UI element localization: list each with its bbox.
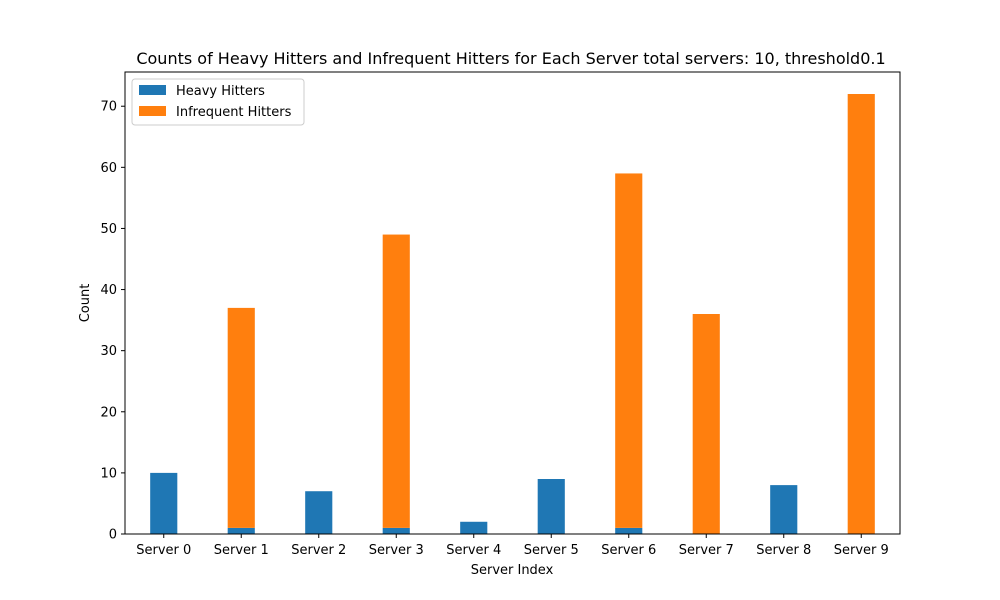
y-axis-label: Count bbox=[78, 284, 93, 323]
chart-title: Counts of Heavy Hitters and Infrequent H… bbox=[136, 49, 885, 68]
x-tick-label-server-9: Server 9 bbox=[834, 543, 889, 558]
bar-heavy-hitters-server-4 bbox=[460, 521, 488, 534]
y-tick-label: 20 bbox=[100, 405, 117, 420]
bar-heavy-hitters-server-2 bbox=[305, 491, 333, 534]
legend-label-heavy-hitters: Heavy Hitters bbox=[176, 84, 265, 99]
x-tick-label-server-6: Server 6 bbox=[601, 543, 656, 558]
bar-heavy-hitters-server-1 bbox=[227, 527, 255, 534]
y-tick-label: 70 bbox=[100, 100, 117, 115]
bar-infrequent-hitters-server-9 bbox=[847, 94, 875, 534]
x-tick-label-server-1: Server 1 bbox=[214, 543, 269, 558]
bar-infrequent-hitters-server-6 bbox=[615, 173, 643, 528]
y-tick-label: 60 bbox=[100, 161, 117, 176]
y-axis: 0 10 20 30 40 50 60 70 bbox=[100, 100, 125, 543]
x-axis-label: Server Index bbox=[471, 563, 554, 578]
plot-frame bbox=[124, 71, 901, 535]
y-tick-label: 0 bbox=[109, 528, 117, 543]
y-tick-label: 10 bbox=[100, 466, 117, 481]
bar-infrequent-hitters-server-1 bbox=[227, 307, 255, 528]
x-tick-label-server-3: Server 3 bbox=[369, 543, 424, 558]
x-tick-label-server-0: Server 0 bbox=[136, 543, 191, 558]
legend: Heavy Hitters Infrequent Hitters bbox=[131, 78, 305, 126]
x-tick-label-server-5: Server 5 bbox=[524, 543, 579, 558]
bar-infrequent-hitters-server-3 bbox=[382, 234, 410, 528]
y-tick-label: 40 bbox=[100, 283, 117, 298]
bars bbox=[150, 94, 875, 534]
bar-heavy-hitters-server-5 bbox=[537, 479, 565, 534]
bar-heavy-hitters-server-8 bbox=[770, 485, 798, 534]
x-axis: Server 0 Server 1 Server 2 Server 3 Server 4… bbox=[136, 534, 889, 558]
bar-heavy-hitters-server-6 bbox=[615, 527, 643, 534]
bar-heavy-hitters-server-0 bbox=[150, 472, 178, 534]
x-tick-label-server-2: Server 2 bbox=[291, 543, 346, 558]
bar-infrequent-hitters-server-7 bbox=[692, 314, 720, 534]
x-tick-label-server-8: Server 8 bbox=[756, 543, 811, 558]
legend-box bbox=[131, 78, 305, 126]
y-tick-label: 30 bbox=[100, 344, 117, 359]
x-tick-label-server-4: Server 4 bbox=[446, 543, 501, 558]
legend-label-infrequent-hitters: Infrequent Hitters bbox=[176, 105, 292, 120]
x-tick-label-server-7: Server 7 bbox=[679, 543, 734, 558]
legend-swatch-heavy-hitters bbox=[139, 85, 166, 95]
bar-heavy-hitters-server-3 bbox=[382, 527, 410, 534]
y-tick-label: 50 bbox=[100, 222, 117, 237]
legend-swatch-infrequent-hitters bbox=[139, 106, 166, 116]
